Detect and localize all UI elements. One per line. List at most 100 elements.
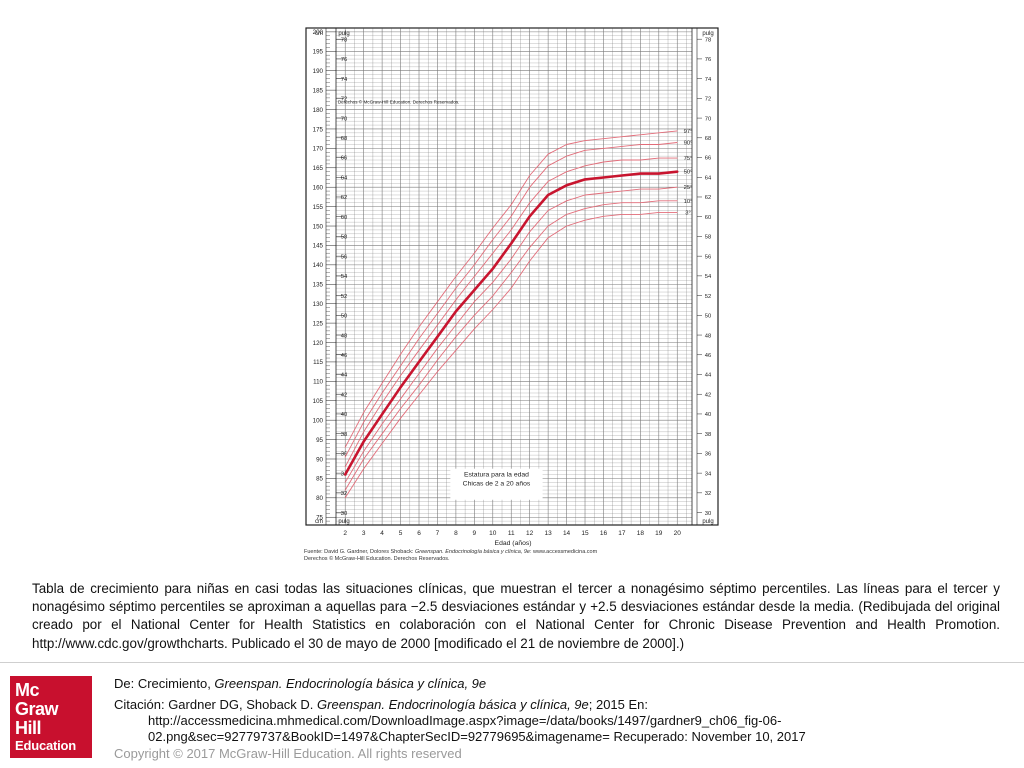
inch-tick-label-left: 38	[341, 432, 347, 438]
age-tick-label: 13	[545, 530, 553, 537]
inch-tick-label-right: 64	[705, 175, 712, 181]
chart-title: Estatura para la edad	[464, 472, 529, 479]
inch-tick-label-right: 38	[705, 432, 711, 438]
inch-tick-label-right: 60	[705, 215, 711, 221]
cm-tick-label: 90	[316, 456, 323, 463]
inch-tick-label-left: 70	[341, 116, 347, 122]
inch-tick-label-right: 46	[705, 353, 711, 359]
percentile-label-3: 3°	[685, 210, 691, 216]
inch-unit-label-bottom-left: pulg	[338, 519, 349, 525]
source-note-book: Greenspan. Endocrinología básica y clíni…	[414, 549, 530, 555]
growth-chart-svg: 7580859095100105110115120125130135140145…	[305, 27, 719, 547]
age-tick-label: 15	[581, 530, 589, 537]
age-tick-label: 3	[362, 530, 366, 537]
percentile-line-50	[343, 170, 679, 476]
cm-tick-label: 80	[316, 495, 323, 502]
inch-tick-label-right: 74	[705, 77, 712, 83]
chart-subtitle: Chicas de 2 a 20 años	[463, 481, 531, 488]
inch-tick-label-left: 36	[341, 452, 347, 458]
age-tick-label: 14	[563, 530, 571, 537]
age-tick-label: 2	[343, 530, 347, 537]
percentile-label-50: 50°	[684, 170, 693, 176]
cm-tick-label: 155	[313, 204, 324, 211]
citation-url-line-2[interactable]: 02.png&sec=92779737&BookID=1497&ChapterS…	[148, 729, 806, 744]
inch-tick-label-right: 48	[705, 333, 711, 339]
cm-tick-label: 140	[313, 262, 324, 269]
inch-tick-label-left: 60	[341, 215, 347, 221]
reference-from-book: Greenspan. Endocrinología básica y clíni…	[214, 676, 487, 691]
inch-tick-label-right: 66	[705, 156, 711, 162]
percentile-line-3	[344, 211, 678, 499]
inch-tick-label-left: 44	[341, 373, 348, 379]
reference-from: De: Crecimiento, Greenspan. Endocrinolog…	[114, 676, 486, 692]
inch-tick-label-right: 78	[705, 37, 711, 43]
inch-tick-label-right: 36	[705, 452, 711, 458]
cm-tick-label: 180	[313, 107, 324, 114]
copyright-footer: Copyright © 2017 McGraw-Hill Education. …	[114, 746, 462, 761]
figure-caption: Tabla de crecimiento para niñas en casi …	[32, 581, 1000, 651]
inch-tick-label-left: 50	[341, 314, 347, 320]
inch-unit-label-top-right: pulg	[702, 31, 713, 37]
inch-tick-label-left: 52	[341, 294, 347, 300]
age-tick-label: 17	[618, 530, 626, 537]
logo-line-3: Hill	[15, 718, 42, 738]
citation-book: Greenspan. Endocrinología básica y clíni…	[317, 697, 589, 712]
inch-tick-label-left: 48	[341, 333, 347, 339]
source-note-rights: Derechos © McGraw-Hill Education. Derech…	[304, 556, 450, 562]
chart-title-box	[450, 468, 543, 500]
age-tick-label: 6	[417, 530, 421, 537]
inch-tick-label-right: 30	[705, 511, 711, 517]
logo-line-4: Education	[15, 738, 77, 753]
cm-tick-label: 195	[313, 49, 324, 56]
mcgraw-hill-logo: Mc Graw Hill Education	[10, 676, 92, 758]
percentile-label-25: 25°	[684, 185, 693, 191]
percentile-line-25	[344, 186, 678, 483]
percentile-label-75: 75°	[684, 156, 693, 162]
percentile-label-97: 97°	[684, 129, 693, 135]
age-tick-label: 11	[508, 530, 515, 537]
cm-tick-label: 190	[313, 68, 324, 75]
percentile-label-90: 90°	[684, 141, 693, 147]
inch-tick-label-left: 32	[341, 491, 347, 497]
cm-tick-label: 160	[313, 184, 324, 191]
inch-tick-label-right: 62	[705, 195, 711, 201]
age-tick-label: 20	[674, 530, 682, 537]
inch-tick-label-right: 34	[705, 471, 712, 477]
inch-tick-label-right: 58	[705, 235, 711, 241]
percentile-line-97	[344, 130, 678, 448]
divider	[0, 662, 1024, 663]
inch-tick-label-left: 30	[341, 511, 347, 517]
inch-tick-label-left: 54	[341, 274, 348, 280]
age-tick-label: 7	[436, 530, 440, 537]
inch-tick-label-left: 40	[341, 412, 347, 418]
plot-area-frame	[335, 27, 693, 526]
inch-tick-label-left: 72	[341, 97, 347, 103]
inch-tick-label-right: 72	[705, 97, 711, 103]
age-tick-label: 16	[600, 530, 608, 537]
inch-tick-label-left: 64	[341, 175, 348, 181]
cm-tick-label: 120	[313, 340, 324, 347]
age-tick-label: 8	[454, 530, 458, 537]
cm-tick-label: 100	[313, 417, 324, 424]
growth-chart: 75 80 85 90 95 100 105 110 115 120 125 130 135 140 145…	[305, 27, 719, 547]
cm-tick-label: 115	[313, 359, 323, 366]
age-tick-label: 18	[637, 530, 645, 537]
reference-from-prefix: De: Crecimiento,	[114, 676, 215, 691]
inch-tick-label-right: 32	[705, 491, 711, 497]
inch-unit-label-top-left: pulg	[338, 31, 349, 37]
citation-url-line-1[interactable]: http://accessmedicina.mhmedical.com/Down…	[148, 713, 782, 728]
citation-suffix: ; 2015 En:	[588, 697, 649, 712]
cm-tick-label: 145	[313, 243, 324, 250]
inch-tick-label-right: 70	[705, 116, 711, 122]
inch-tick-label-left: 46	[341, 353, 347, 359]
cm-tick-label: 125	[313, 320, 324, 327]
logo-line-2: Graw	[15, 699, 59, 719]
age-tick-label: 5	[399, 530, 403, 537]
inch-tick-label-left: 74	[341, 77, 348, 83]
inch-tick-label-right: 56	[705, 254, 711, 260]
inch-tick-label-left: 76	[341, 57, 347, 63]
inch-unit-label-bottom-right: pulg	[702, 519, 713, 525]
x-axis-label: Edad (años)	[495, 540, 532, 547]
inch-tick-label-left: 58	[341, 235, 347, 241]
citation-prefix: Citación: Gardner DG, Shoback D.	[114, 697, 318, 712]
